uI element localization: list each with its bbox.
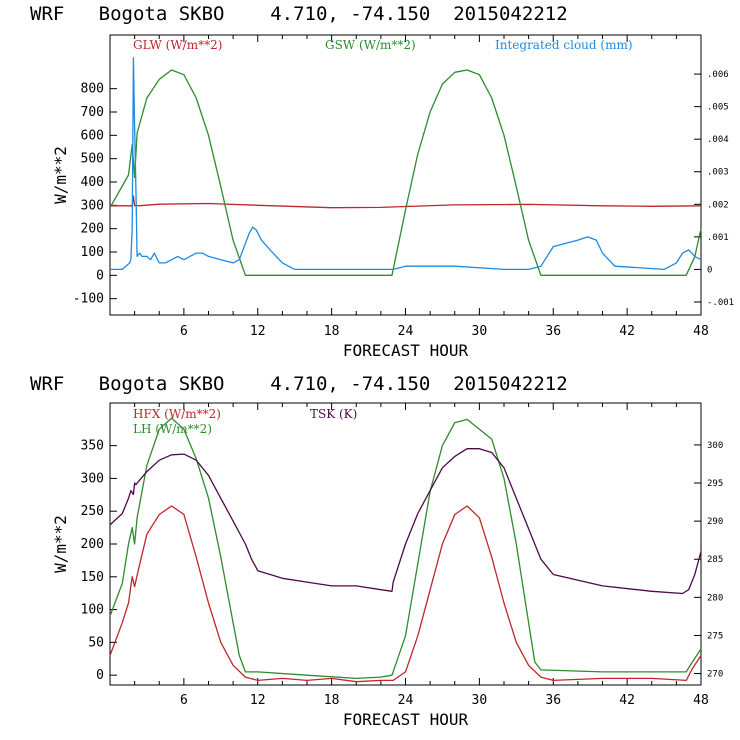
legend: GLW (W/m**2) GSW (W/m**2) Integrated cloud…: [133, 38, 633, 52]
y2-tick-label: 295: [707, 479, 723, 489]
y2-tick-label: -.001: [707, 298, 734, 308]
y-tick-label: 100: [81, 603, 104, 618]
series-line: [109, 417, 702, 680]
y2-tick-label: 275: [707, 631, 723, 641]
legend: HFX (W/m**2)LH (W/m**2) TSK (K): [133, 407, 357, 436]
y-tick-label: 50: [88, 635, 104, 650]
series-line: [110, 57, 702, 271]
x-tick-label: 6: [180, 324, 188, 339]
x-tick-label: 42: [619, 693, 635, 708]
y-tick-label: 100: [81, 245, 104, 260]
x-tick-label: 36: [545, 324, 561, 339]
tick-group: 6 12 18 24 30 36 42 48 -100 0 100 200 300 400 500 600 70…: [73, 35, 734, 339]
y2-tick-label: .005: [707, 103, 729, 113]
x-tick-label: 18: [324, 693, 340, 708]
x-tick-label: 12: [250, 693, 266, 708]
tick-group: 6 12 18 24 30 36 42 48 0 50 100 150 200 250 300 350 270 2…: [81, 403, 723, 708]
y2-tick-label: .006: [707, 70, 729, 80]
x-tick-label: 48: [693, 693, 709, 708]
x-axis-label: FORECAST HOUR: [343, 341, 469, 360]
y2-tick-label: .002: [707, 200, 729, 210]
panel-title: WRF Bogota SKBO 4.710, -74.150 201504221…: [30, 3, 568, 25]
x-tick-label: 6: [180, 693, 188, 708]
x-tick-label: 36: [545, 693, 561, 708]
y2-tick-label: .004: [707, 135, 729, 145]
y-tick-label: 0: [96, 668, 104, 683]
legend-entry: LH (W/m**2): [133, 422, 212, 436]
series-line: [109, 448, 702, 595]
y2-tick-label: .003: [707, 168, 729, 178]
y-tick-label: 0: [96, 268, 104, 283]
y2-tick-label: 300: [707, 441, 723, 451]
x-tick-label: 24: [398, 693, 414, 708]
legend-entry: HFX (W/m**2): [133, 407, 221, 421]
plot-frame: [109, 34, 702, 316]
y-tick-label: -100: [73, 292, 104, 307]
y-tick-label: 500: [81, 152, 104, 167]
y-tick-label: 300: [81, 198, 104, 213]
y-tick-label: 700: [81, 105, 104, 120]
panel-top: WRF Bogota SKBO 4.710, -74.150 201504221…: [30, 3, 734, 360]
y-tick-label: 250: [81, 504, 104, 519]
panel-bottom: WRF Bogota SKBO 4.710, -74.150 201504221…: [30, 373, 723, 729]
y-tick-label: 300: [81, 471, 104, 486]
y-tick-label: 200: [81, 222, 104, 237]
x-tick-label: 42: [619, 324, 635, 339]
y-tick-label: 400: [81, 175, 104, 190]
y2-tick-label: 270: [707, 670, 723, 680]
x-tick-label: 30: [472, 324, 488, 339]
x-tick-label: 18: [324, 324, 340, 339]
legend-entry: TSK (K): [310, 407, 357, 421]
x-tick-label: 48: [693, 324, 709, 339]
y2-tick-label: .001: [707, 233, 729, 243]
y-tick-label: 350: [81, 439, 104, 454]
y-tick-label: 150: [81, 570, 104, 585]
y-tick-label: 600: [81, 128, 104, 143]
y2-tick-label: 280: [707, 593, 723, 603]
y-axis-label: W/m**2: [51, 146, 70, 204]
y-tick-label: 200: [81, 537, 104, 552]
x-axis-label: FORECAST HOUR: [343, 710, 469, 729]
legend-entry: Integrated cloud (mm): [495, 38, 633, 52]
y-tick-label: 800: [81, 82, 104, 97]
x-tick-label: 24: [398, 324, 414, 339]
x-tick-label: 12: [250, 324, 266, 339]
series-group: [109, 57, 702, 276]
series-line: [109, 69, 702, 276]
panel-title: WRF Bogota SKBO 4.710, -74.150 201504221…: [30, 373, 568, 395]
y-axis-label: W/m**2: [51, 515, 70, 573]
y2-tick-label: 290: [707, 517, 723, 527]
series-group: [109, 417, 702, 683]
x-tick-label: 30: [472, 693, 488, 708]
series-line: [110, 195, 702, 209]
y2-tick-label: 0: [707, 265, 712, 275]
legend-entry: GSW (W/m**2): [325, 38, 416, 52]
y2-tick-label: 285: [707, 555, 723, 565]
legend-entry: GLW (W/m**2): [133, 38, 222, 52]
series-line: [109, 505, 702, 683]
